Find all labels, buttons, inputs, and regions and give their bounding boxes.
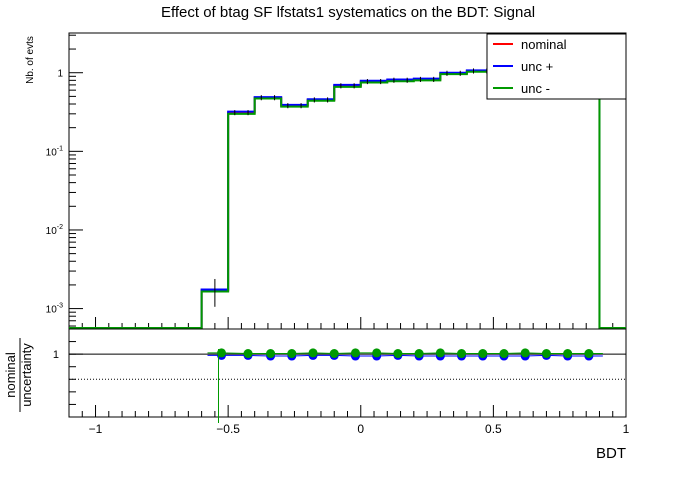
x-tick-label: −1: [89, 422, 103, 436]
main-y-tick-label: 10-2: [46, 224, 63, 237]
ratio-point-unc-minus: [457, 349, 467, 359]
histogram-nominal: [200, 62, 601, 329]
ratio-point-unc-minus: [217, 348, 227, 358]
ratio-point-unc-minus: [478, 349, 488, 359]
ratio-point-unc-minus: [435, 348, 445, 358]
x-tick-label: 0: [357, 422, 364, 436]
ratio-points: [207, 348, 603, 423]
histogram-unc-minusplus: [200, 62, 601, 329]
main-y-tick-exponent: -3: [57, 303, 63, 310]
ratio-point-unc-minus: [266, 349, 276, 359]
ratio-reference-lines: [69, 353, 626, 380]
ratio-point-unc-minus: [393, 349, 403, 359]
ratio-plot-frame: [68, 328, 627, 418]
main-y-axis-label: Nb. of evts: [25, 36, 36, 84]
legend-label-unc-minus: unc -: [521, 81, 550, 96]
main-y-tick-exponent: -2: [57, 224, 63, 231]
ratio-point-unc-minus: [520, 348, 530, 358]
legend-label-unc-plus: unc +: [521, 59, 553, 74]
ratio-point-unc-minus: [287, 349, 297, 359]
ratio-y-denominator: uncertainty: [19, 343, 34, 407]
ratio-panel: 1 −1 −0.5 0 0.5 1 nominal uncertainty BDT: [3, 328, 630, 462]
ratio-point-unc-minus: [499, 349, 509, 359]
main-histograms: [69, 61, 626, 329]
ratio-point-unc-minus: [308, 348, 318, 358]
ratio-y-axis-label: nominal uncertainty: [3, 338, 34, 412]
x-tick-label: 0.5: [485, 422, 502, 436]
main-y-tick-label: 10-3: [46, 303, 63, 316]
x-axis-label: BDT: [596, 445, 626, 462]
ratio-point-unc-minus: [243, 349, 253, 359]
ratio-y-tick-label: 1: [53, 349, 59, 361]
chart-title: Effect of btag SF lfstats1 systematics o…: [161, 4, 535, 21]
ratio-point-unc-minus: [372, 348, 382, 358]
main-y-tick-label: 10-1: [46, 145, 63, 158]
ratio-point-unc-minus: [414, 349, 424, 359]
x-tick-label: 1: [623, 422, 630, 436]
ratio-x-ticks: −1 −0.5 0 0.5 1: [68, 405, 630, 436]
ratio-point-unc-minus: [563, 349, 573, 359]
main-y-tick-exponent: -1: [57, 145, 63, 152]
main-y-ticks: 10-3 10-2 10-1 1: [46, 34, 83, 327]
ratio-point-unc-minus: [541, 349, 551, 359]
ratio-y-numerator: nominal: [3, 352, 18, 398]
legend: nominal unc + unc -: [486, 33, 627, 100]
ratio-y-ticks: 1: [53, 341, 83, 405]
ratio-point-unc-minus: [584, 349, 594, 359]
histogram-unc-minus: [200, 63, 601, 329]
main-y-tick-label: 1: [57, 69, 63, 80]
ratio-point-unc-minus: [350, 348, 360, 358]
legend-label-nominal: nominal: [521, 37, 567, 52]
ratio-point-unc-minus: [329, 349, 339, 359]
x-tick-label: −0.5: [216, 422, 240, 436]
